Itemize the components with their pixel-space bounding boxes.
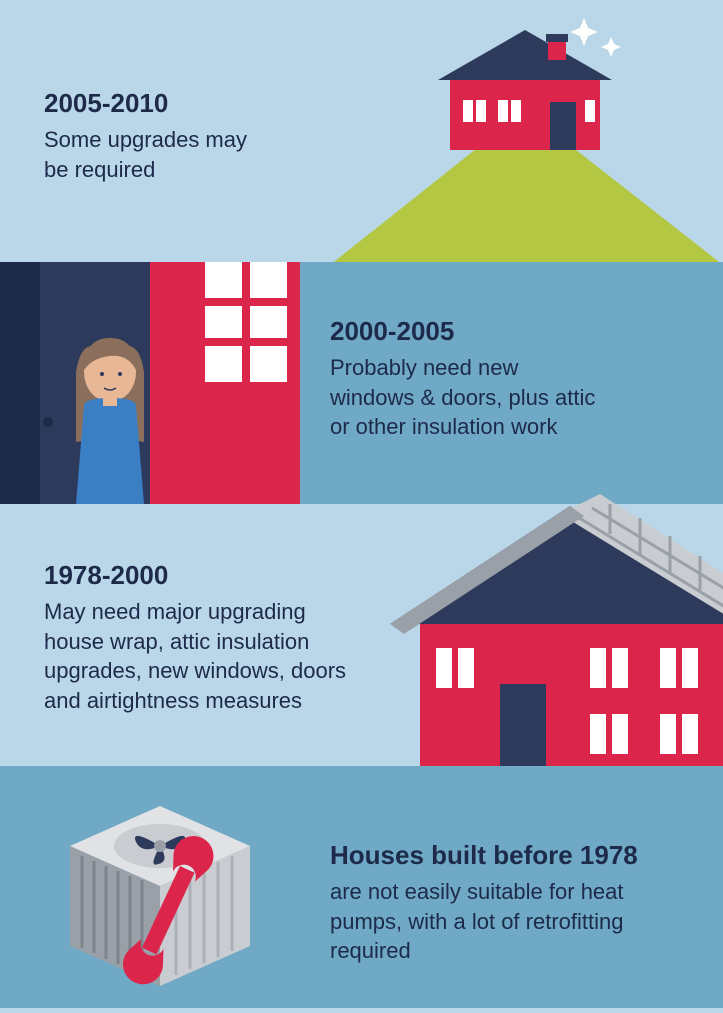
desc-3: May need major upgrading house wrap, att… xyxy=(44,597,346,716)
title-4: Houses built before 1978 xyxy=(330,840,638,871)
hvac-wrench-icon xyxy=(30,776,310,1008)
house-roof-icon xyxy=(360,464,723,784)
section-pre-1978: Houses built before 1978 are not easily … xyxy=(0,766,723,1008)
person-door-icon xyxy=(0,262,300,504)
section-1978-2000: 1978-2000 May need major upgrading house… xyxy=(0,504,723,766)
title-3: 1978-2000 xyxy=(44,560,346,591)
desc-1: Some upgrades may be required xyxy=(44,125,247,184)
section-2005-2010: 2005-2010 Some upgrades may be required xyxy=(0,0,723,262)
house-on-hill-icon xyxy=(330,0,723,262)
desc-2: Probably need new windows & doors, plus … xyxy=(330,353,595,442)
desc-4: are not easily suitable for heat pumps, … xyxy=(330,877,638,966)
title-2: 2000-2005 xyxy=(330,316,595,347)
title-1: 2005-2010 xyxy=(44,88,247,119)
